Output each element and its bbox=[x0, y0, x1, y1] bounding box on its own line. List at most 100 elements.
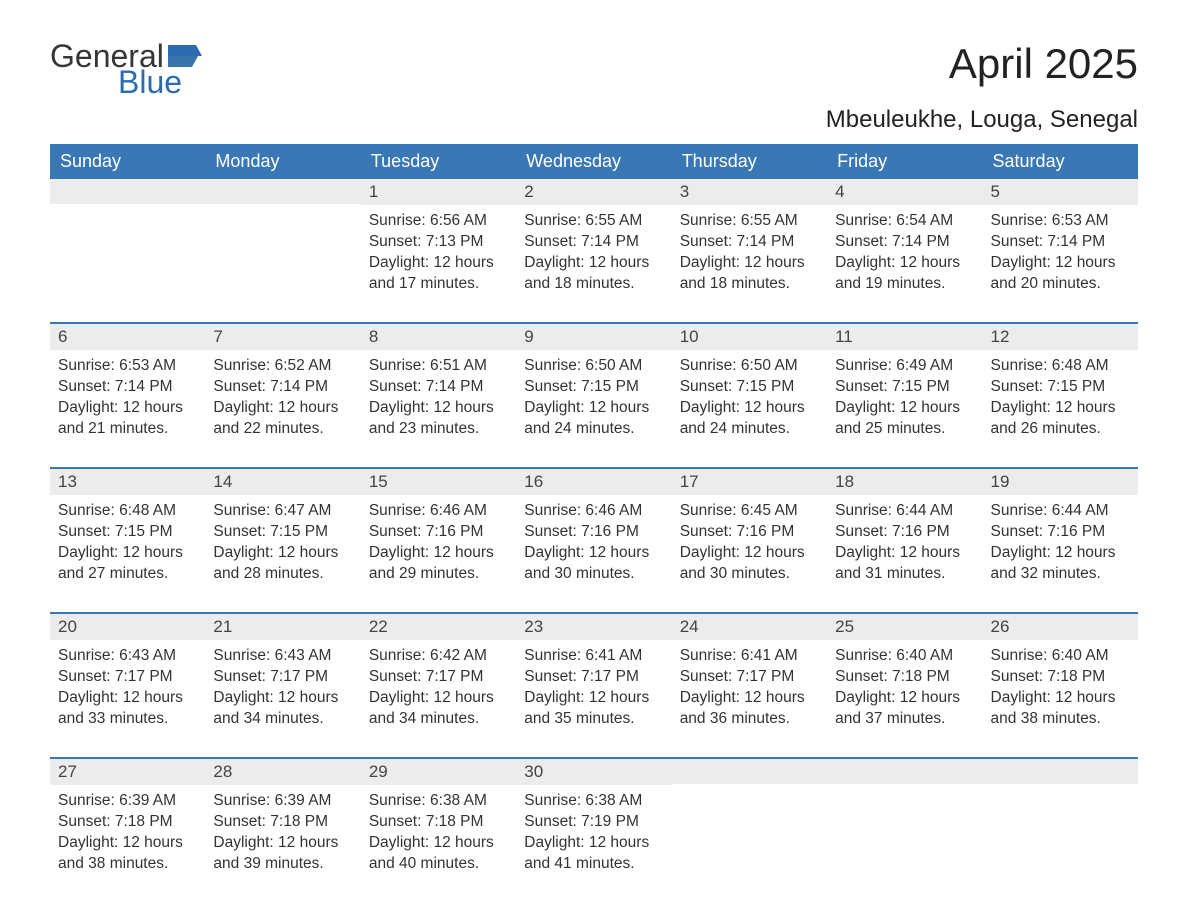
day-cell: 23Sunrise: 6:41 AMSunset: 7:17 PMDayligh… bbox=[516, 614, 671, 739]
day-cell: 28Sunrise: 6:39 AMSunset: 7:18 PMDayligh… bbox=[205, 759, 360, 884]
daylight-text: Daylight: 12 hours and 18 minutes. bbox=[680, 253, 819, 295]
day-cell: 2Sunrise: 6:55 AMSunset: 7:14 PMDaylight… bbox=[516, 179, 671, 304]
day-number: 4 bbox=[827, 179, 982, 205]
daylight-text: Daylight: 12 hours and 38 minutes. bbox=[58, 833, 197, 875]
week-row: 1Sunrise: 6:56 AMSunset: 7:13 PMDaylight… bbox=[50, 179, 1138, 304]
sunset-text: Sunset: 7:17 PM bbox=[58, 667, 197, 688]
sunset-text: Sunset: 7:14 PM bbox=[213, 377, 352, 398]
daylight-text: Daylight: 12 hours and 20 minutes. bbox=[991, 253, 1130, 295]
sunset-text: Sunset: 7:15 PM bbox=[991, 377, 1130, 398]
sunset-text: Sunset: 7:15 PM bbox=[524, 377, 663, 398]
day-cell bbox=[672, 759, 827, 884]
daylight-text: Daylight: 12 hours and 28 minutes. bbox=[213, 543, 352, 585]
sunset-text: Sunset: 7:18 PM bbox=[835, 667, 974, 688]
sunrise-text: Sunrise: 6:52 AM bbox=[213, 356, 352, 377]
day-number: 6 bbox=[50, 324, 205, 350]
day-number: 8 bbox=[361, 324, 516, 350]
day-body: Sunrise: 6:44 AMSunset: 7:16 PMDaylight:… bbox=[827, 495, 982, 589]
sunset-text: Sunset: 7:17 PM bbox=[213, 667, 352, 688]
weeks-container: 1Sunrise: 6:56 AMSunset: 7:13 PMDaylight… bbox=[50, 179, 1138, 884]
sunset-text: Sunset: 7:15 PM bbox=[835, 377, 974, 398]
sunrise-text: Sunrise: 6:49 AM bbox=[835, 356, 974, 377]
daylight-text: Daylight: 12 hours and 35 minutes. bbox=[524, 688, 663, 730]
daylight-text: Daylight: 12 hours and 39 minutes. bbox=[213, 833, 352, 875]
sunset-text: Sunset: 7:16 PM bbox=[680, 522, 819, 543]
day-body: Sunrise: 6:56 AMSunset: 7:13 PMDaylight:… bbox=[361, 205, 516, 299]
sunrise-text: Sunrise: 6:40 AM bbox=[991, 646, 1130, 667]
day-cell bbox=[50, 179, 205, 304]
day-number: 17 bbox=[672, 469, 827, 495]
day-number: 24 bbox=[672, 614, 827, 640]
sunset-text: Sunset: 7:16 PM bbox=[369, 522, 508, 543]
day-number: 9 bbox=[516, 324, 671, 350]
sunrise-text: Sunrise: 6:41 AM bbox=[680, 646, 819, 667]
day-cell: 4Sunrise: 6:54 AMSunset: 7:14 PMDaylight… bbox=[827, 179, 982, 304]
daylight-text: Daylight: 12 hours and 32 minutes. bbox=[991, 543, 1130, 585]
day-body: Sunrise: 6:52 AMSunset: 7:14 PMDaylight:… bbox=[205, 350, 360, 444]
day-body: Sunrise: 6:40 AMSunset: 7:18 PMDaylight:… bbox=[983, 640, 1138, 734]
day-number: 30 bbox=[516, 759, 671, 785]
sunset-text: Sunset: 7:14 PM bbox=[835, 232, 974, 253]
day-number: 12 bbox=[983, 324, 1138, 350]
daylight-text: Daylight: 12 hours and 23 minutes. bbox=[369, 398, 508, 440]
sunrise-text: Sunrise: 6:56 AM bbox=[369, 211, 508, 232]
day-number: 23 bbox=[516, 614, 671, 640]
day-cell: 14Sunrise: 6:47 AMSunset: 7:15 PMDayligh… bbox=[205, 469, 360, 594]
day-body: Sunrise: 6:39 AMSunset: 7:18 PMDaylight:… bbox=[205, 785, 360, 879]
day-cell: 8Sunrise: 6:51 AMSunset: 7:14 PMDaylight… bbox=[361, 324, 516, 449]
daylight-text: Daylight: 12 hours and 33 minutes. bbox=[58, 688, 197, 730]
day-body: Sunrise: 6:38 AMSunset: 7:18 PMDaylight:… bbox=[361, 785, 516, 879]
sunrise-text: Sunrise: 6:46 AM bbox=[524, 501, 663, 522]
day-cell: 12Sunrise: 6:48 AMSunset: 7:15 PMDayligh… bbox=[983, 324, 1138, 449]
sunset-text: Sunset: 7:14 PM bbox=[524, 232, 663, 253]
daylight-text: Daylight: 12 hours and 30 minutes. bbox=[524, 543, 663, 585]
day-cell: 5Sunrise: 6:53 AMSunset: 7:14 PMDaylight… bbox=[983, 179, 1138, 304]
day-body: Sunrise: 6:48 AMSunset: 7:15 PMDaylight:… bbox=[983, 350, 1138, 444]
day-number: 2 bbox=[516, 179, 671, 205]
sunset-text: Sunset: 7:17 PM bbox=[680, 667, 819, 688]
day-number: 10 bbox=[672, 324, 827, 350]
daylight-text: Daylight: 12 hours and 25 minutes. bbox=[835, 398, 974, 440]
daylight-text: Daylight: 12 hours and 31 minutes. bbox=[835, 543, 974, 585]
sunrise-text: Sunrise: 6:50 AM bbox=[524, 356, 663, 377]
day-number: 29 bbox=[361, 759, 516, 785]
sunrise-text: Sunrise: 6:53 AM bbox=[58, 356, 197, 377]
day-body: Sunrise: 6:41 AMSunset: 7:17 PMDaylight:… bbox=[672, 640, 827, 734]
sunset-text: Sunset: 7:15 PM bbox=[680, 377, 819, 398]
logo-text-blue: Blue bbox=[118, 66, 202, 98]
daylight-text: Daylight: 12 hours and 34 minutes. bbox=[369, 688, 508, 730]
day-number: 3 bbox=[672, 179, 827, 205]
daylight-text: Daylight: 12 hours and 26 minutes. bbox=[991, 398, 1130, 440]
day-number: 18 bbox=[827, 469, 982, 495]
daylight-text: Daylight: 12 hours and 38 minutes. bbox=[991, 688, 1130, 730]
day-header-wednesday: Wednesday bbox=[516, 144, 671, 179]
sunrise-text: Sunrise: 6:43 AM bbox=[213, 646, 352, 667]
day-cell: 20Sunrise: 6:43 AMSunset: 7:17 PMDayligh… bbox=[50, 614, 205, 739]
day-number bbox=[50, 179, 205, 204]
week-row: 13Sunrise: 6:48 AMSunset: 7:15 PMDayligh… bbox=[50, 467, 1138, 594]
day-cell: 7Sunrise: 6:52 AMSunset: 7:14 PMDaylight… bbox=[205, 324, 360, 449]
sunset-text: Sunset: 7:13 PM bbox=[369, 232, 508, 253]
day-body: Sunrise: 6:42 AMSunset: 7:17 PMDaylight:… bbox=[361, 640, 516, 734]
day-body: Sunrise: 6:43 AMSunset: 7:17 PMDaylight:… bbox=[205, 640, 360, 734]
day-body: Sunrise: 6:46 AMSunset: 7:16 PMDaylight:… bbox=[516, 495, 671, 589]
location-text: Mbeuleukhe, Louga, Senegal bbox=[50, 106, 1138, 134]
daylight-text: Daylight: 12 hours and 30 minutes. bbox=[680, 543, 819, 585]
day-body: Sunrise: 6:46 AMSunset: 7:16 PMDaylight:… bbox=[361, 495, 516, 589]
day-body: Sunrise: 6:50 AMSunset: 7:15 PMDaylight:… bbox=[516, 350, 671, 444]
day-number bbox=[205, 179, 360, 204]
day-cell: 26Sunrise: 6:40 AMSunset: 7:18 PMDayligh… bbox=[983, 614, 1138, 739]
day-body: Sunrise: 6:41 AMSunset: 7:17 PMDaylight:… bbox=[516, 640, 671, 734]
sunrise-text: Sunrise: 6:53 AM bbox=[991, 211, 1130, 232]
day-number: 28 bbox=[205, 759, 360, 785]
sunrise-text: Sunrise: 6:38 AM bbox=[369, 791, 508, 812]
day-body: Sunrise: 6:50 AMSunset: 7:15 PMDaylight:… bbox=[672, 350, 827, 444]
day-cell: 29Sunrise: 6:38 AMSunset: 7:18 PMDayligh… bbox=[361, 759, 516, 884]
sunrise-text: Sunrise: 6:38 AM bbox=[524, 791, 663, 812]
day-cell: 27Sunrise: 6:39 AMSunset: 7:18 PMDayligh… bbox=[50, 759, 205, 884]
day-cell: 25Sunrise: 6:40 AMSunset: 7:18 PMDayligh… bbox=[827, 614, 982, 739]
sunset-text: Sunset: 7:16 PM bbox=[835, 522, 974, 543]
daylight-text: Daylight: 12 hours and 37 minutes. bbox=[835, 688, 974, 730]
daylight-text: Daylight: 12 hours and 36 minutes. bbox=[680, 688, 819, 730]
day-number: 15 bbox=[361, 469, 516, 495]
